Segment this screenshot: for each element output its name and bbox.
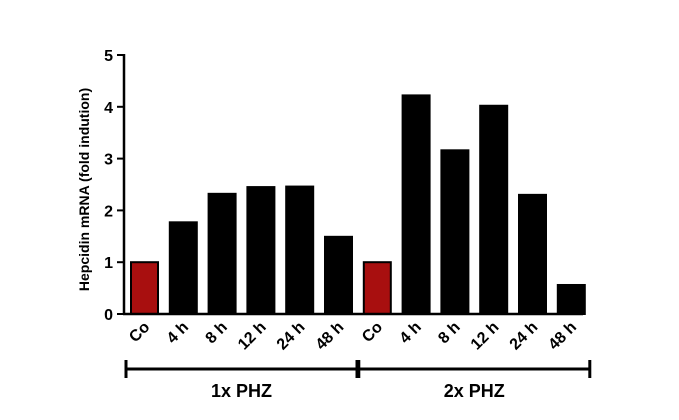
- bar-4: [246, 186, 276, 315]
- x-tick-label-2: 4 h: [164, 319, 192, 347]
- y-tick-label-0: 0: [104, 307, 113, 324]
- bar-8: [401, 94, 431, 315]
- bar-3: [207, 192, 237, 316]
- x-tick-label-4: 12 h: [235, 319, 270, 354]
- bar-12: [556, 283, 586, 316]
- x-tick-label-11: 24 h: [507, 319, 542, 354]
- bar-9: [440, 149, 470, 315]
- x-tick-label-1: Co: [126, 319, 153, 346]
- x-tick-label-6: 48 h: [313, 319, 348, 354]
- y-axis-label: Hepcidin mRNA (fold indution): [76, 88, 92, 291]
- x-tick-label-10: 12 h: [468, 319, 503, 354]
- y-tick-label-3: 3: [104, 152, 113, 169]
- axes-group: [122, 54, 583, 316]
- x-tick-label-12: 48 h: [545, 319, 580, 354]
- x-tick-label-7: Co: [359, 319, 386, 346]
- bar-2: [168, 221, 198, 315]
- bar-5: [285, 185, 315, 316]
- bar-1: [130, 261, 159, 316]
- group-label-1: 1x PHZ: [211, 381, 272, 401]
- bar-10: [479, 104, 509, 315]
- group-label-2: 2x PHZ: [444, 381, 505, 401]
- y-tick-label-2: 2: [104, 203, 113, 220]
- x-tick-label-8: 4 h: [397, 319, 425, 347]
- x-tick-label-9: 8 h: [435, 319, 463, 347]
- x-tick-label-3: 8 h: [203, 319, 231, 347]
- y-ticks-group: 0 1 2 3 4 5: [104, 48, 124, 324]
- bar-7: [362, 261, 392, 316]
- bars-group: [130, 94, 586, 316]
- bar-11: [518, 193, 547, 315]
- y-tick-label-4: 4: [104, 100, 113, 117]
- y-tick-label-1: 1: [104, 255, 113, 272]
- group-brackets: 1x PHZ 2x PHZ: [124, 360, 592, 401]
- bar-6: [324, 235, 353, 315]
- x-tick-label-5: 24 h: [274, 319, 309, 354]
- y-tick-label-5: 5: [104, 48, 113, 65]
